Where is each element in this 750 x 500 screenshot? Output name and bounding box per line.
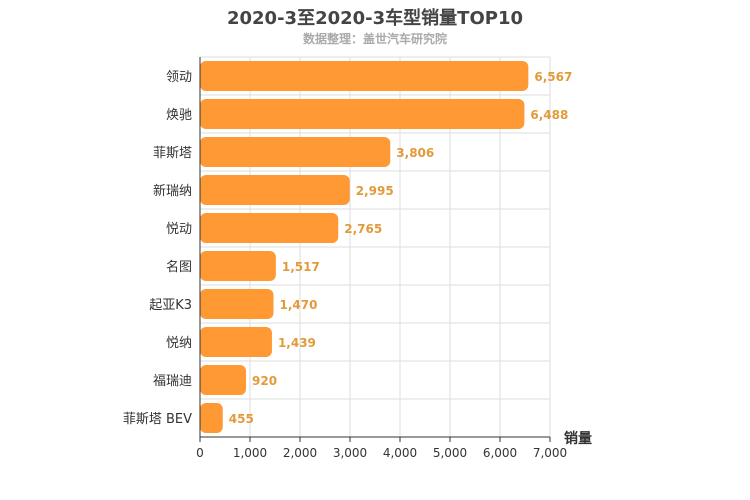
chart-subtitle: 数据整理：盖世汽车研究院 [302, 32, 447, 46]
grid-lines [200, 56, 551, 438]
category-label: 福瑞迪 [153, 374, 192, 389]
x-axis-title: 销量 [564, 430, 592, 447]
value-label: 2,765 [344, 222, 382, 236]
labels: 领动 6,567 焕驰 6,488 菲斯塔 3,806 新瑞纳 2,995 悦动 2,765 名图 1… [123, 70, 592, 460]
bar [200, 99, 525, 129]
category-label: 领动 [166, 70, 192, 85]
category-label: 菲斯塔 [153, 146, 192, 161]
category-label: 新瑞纳 [153, 183, 192, 199]
category-label: 名图 [166, 259, 192, 275]
x-tick-label: 0 [196, 446, 204, 460]
value-label: 1,517 [282, 260, 320, 274]
category-label: 悦动 [166, 222, 192, 237]
category-label: 起亚K3 [149, 298, 192, 313]
category-label: 焕驰 [166, 108, 192, 123]
x-tick-label: 7,000 [533, 446, 567, 460]
x-tick-label: 3,000 [333, 446, 367, 460]
x-tick-label: 4,000 [383, 446, 417, 460]
bar [200, 365, 246, 395]
value-label: 6,488 [530, 108, 568, 122]
value-label: 2,995 [356, 184, 394, 198]
value-label: 3,806 [396, 146, 434, 160]
x-tick-label: 5,000 [433, 446, 467, 460]
bar [200, 251, 276, 281]
value-label: 1,470 [280, 298, 318, 312]
bar [200, 327, 272, 357]
chart-title: 2020-3至2020-3车型销量TOP10 [226, 8, 523, 29]
category-label: 悦纳 [166, 336, 192, 351]
value-label: 455 [229, 412, 254, 426]
bar [200, 289, 274, 319]
bar [200, 213, 339, 243]
bar [200, 137, 391, 167]
bars [200, 61, 529, 433]
value-label: 1,439 [278, 336, 316, 350]
x-tick-label: 1,000 [233, 446, 267, 460]
x-tick-label: 2,000 [283, 446, 317, 460]
bar [200, 175, 350, 205]
value-label: 6,567 [534, 70, 572, 84]
x-tick-label: 6,000 [483, 446, 517, 460]
axes [199, 57, 551, 442]
bar [200, 403, 223, 433]
value-label: 920 [252, 374, 277, 388]
bar [200, 61, 529, 91]
category-label: 菲斯塔 BEV [123, 412, 192, 427]
